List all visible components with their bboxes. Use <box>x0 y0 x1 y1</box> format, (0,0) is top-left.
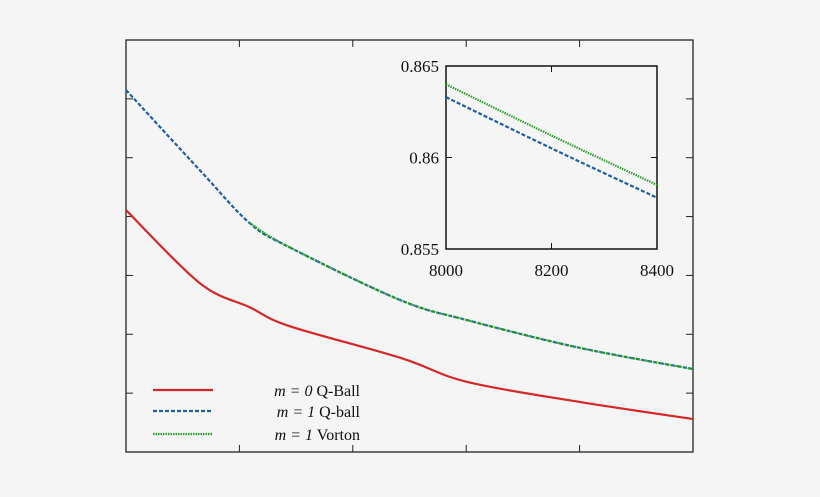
legend-label-m0-qball: m = 0 Q-Ball <box>274 383 360 400</box>
inset-x-tick-label: 8400 <box>640 261 674 280</box>
legend-label-m1-qball: m = 1 Q-ball <box>277 404 361 421</box>
inset-x-tick-label: 8200 <box>535 261 569 280</box>
inset-series-line-m-1-q-ball <box>445 96 658 199</box>
legend-label-m1-vorton: m = 1 Vorton <box>275 427 360 444</box>
series-line-m-1-vorton <box>249 222 694 371</box>
main-plot-frame <box>125 39 694 453</box>
legend-entry-m1-vorton: m = 1 Vorton <box>153 427 360 444</box>
legend-entry-m0-qball: m = 0 Q-Ball <box>153 383 361 400</box>
series-line-m-0-q-ball <box>125 209 694 421</box>
main-plot <box>125 39 694 453</box>
inset-x-tick-label: 8000 <box>429 261 463 280</box>
inset-y-tick-label: 0.865 <box>401 57 439 76</box>
inset-y-tick-label: 0.855 <box>401 240 439 259</box>
inset-frame <box>445 65 658 250</box>
inset-plot: 8000 8200 8400 0.855 0.86 0.865 <box>401 57 674 280</box>
legend: m = 0 Q-Ball m = 1 Q-ball m = 1 Vorton <box>153 383 361 444</box>
legend-entry-m1-qball: m = 1 Q-ball <box>153 404 361 421</box>
inset-y-tick-label: 0.86 <box>409 149 439 168</box>
